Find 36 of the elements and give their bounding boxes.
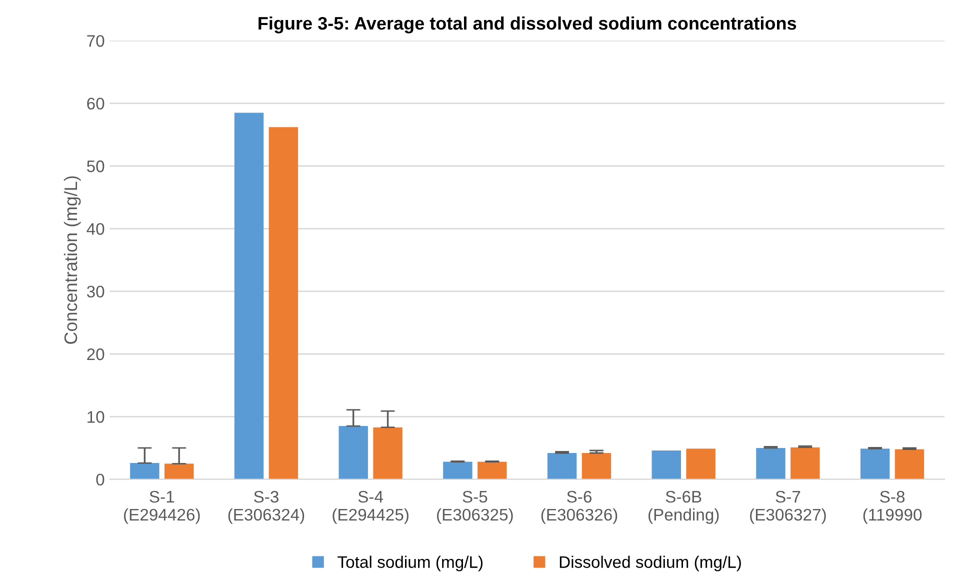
bar (686, 448, 716, 480)
bar (860, 448, 890, 480)
bar (652, 450, 681, 480)
bar (756, 448, 786, 480)
y-tick-label: 10 (88, 411, 104, 423)
y-tick-label: 30 (86, 286, 104, 298)
legend-label: Dissolved sodium (mg/L) (560, 556, 741, 572)
y-tick-label: 40 (86, 223, 104, 235)
x-tick-label: S-6B (Pending) (648, 490, 719, 524)
y-tick-label: 20 (87, 348, 104, 360)
x-tick-label: S-7 (E306327) (750, 490, 826, 524)
bar (443, 462, 472, 480)
bar (373, 427, 402, 480)
bar (130, 463, 160, 480)
y-tick-label: 50 (86, 160, 104, 172)
bar (582, 453, 612, 480)
x-tick-label: S-5 (E306325) (437, 490, 513, 524)
y-tick-label: 60 (87, 98, 104, 110)
x-tick-label: S-6 (E306326) (541, 490, 618, 524)
x-tick-label: S-3 (E306324) (228, 490, 304, 524)
y-tick-label: 0 (96, 474, 104, 486)
y-axis-title: Concentration (mg/L) (64, 176, 81, 344)
x-tick-label: S-8 (119990 (863, 490, 922, 524)
legend-label: Total sodium (mg/L) (338, 556, 483, 572)
y-tick-label: 70 (87, 35, 104, 47)
x-tick-label: S-4 (E294425) (332, 490, 408, 524)
bar (478, 462, 507, 480)
x-tick-label: S-1 (E294426) (124, 490, 200, 524)
chart-title: Figure 3-5: Average total and dissolved sodium concentrations (258, 16, 796, 34)
bar (338, 426, 368, 480)
bar (894, 449, 924, 480)
bar (234, 112, 264, 480)
bar (268, 127, 298, 480)
bar (790, 447, 820, 480)
bar (164, 464, 194, 480)
bar (547, 453, 577, 480)
